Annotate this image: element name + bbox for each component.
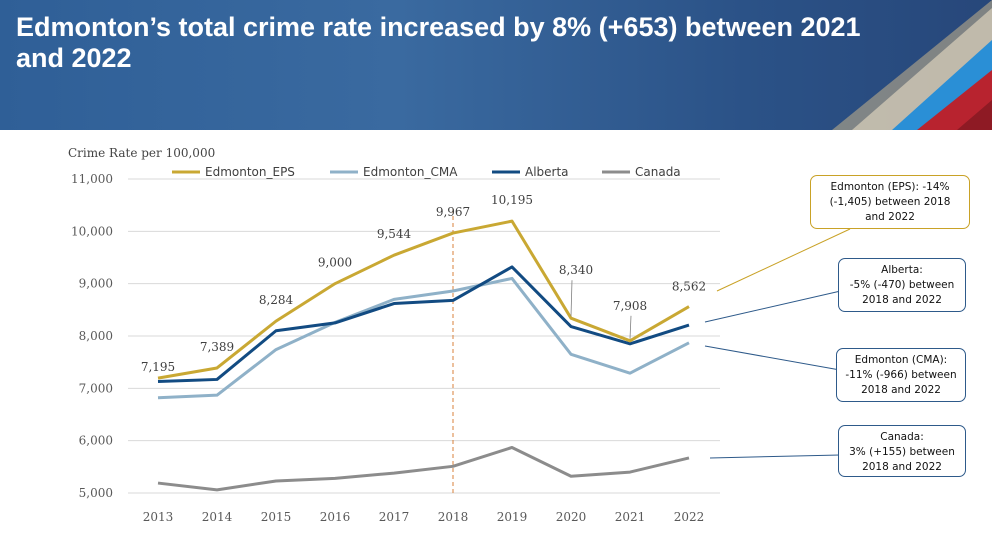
callout-eps-line-1: Edmonton (EPS): -14% (830, 181, 950, 193)
callout-alberta-line-2: -5% (-470) between (849, 279, 955, 291)
data-label: 7,908 (613, 299, 647, 313)
line-chart: 5,000 6,000 7,000 8,000 9,000 10,000 11,000 20… (68, 146, 851, 524)
x-tick-label: 2020 (556, 510, 587, 524)
data-label: 8,284 (259, 293, 294, 307)
y-tick-label: 7,000 (79, 381, 113, 395)
legend-label: Canada (635, 165, 681, 179)
data-label: 7,389 (200, 340, 234, 354)
callout-alberta-line-3: 2018 and 2022 (862, 294, 942, 306)
data-label: 8,340 (559, 263, 593, 277)
callout-cma-line-1: Edmonton (CMA): (854, 354, 948, 366)
callout-cma-line-2: -11% (-966) between (845, 369, 957, 381)
callout-canada: Canada: 3% (+155) between 2018 and 2022 (838, 425, 966, 477)
callout-connector-eps (716, 228, 851, 292)
x-tick-label: 2013 (143, 510, 174, 524)
callout-cma: Edmonton (CMA): -11% (-966) between 2018… (836, 348, 966, 402)
series-line-alberta (157, 265, 690, 384)
data-label-leader (570, 280, 573, 317)
x-tick-label: 2016 (320, 510, 351, 524)
x-tick-label: 2021 (615, 510, 646, 524)
data-label: 9,967 (436, 205, 470, 219)
series-line-canada (157, 445, 690, 492)
legend-label: Edmonton_CMA (363, 165, 458, 179)
series-line-edmonton-cma (157, 276, 690, 400)
x-tick-label: 2014 (202, 510, 233, 524)
data-label: 9,544 (377, 227, 412, 241)
callout-alberta: Alberta: -5% (-470) between 2018 and 202… (838, 258, 966, 312)
callout-eps-line-2: (-1,405) between 2018 (829, 196, 951, 208)
data-label-leader (629, 315, 632, 339)
callout-connector-canada (709, 454, 841, 459)
legend-label: Edmonton_EPS (205, 165, 295, 179)
y-tick-label: 5,000 (79, 486, 113, 500)
x-tick-label: 2018 (438, 510, 469, 524)
y-tick-label: 8,000 (79, 329, 113, 343)
y-tick-label: 6,000 (79, 434, 113, 448)
callout-cma-line-3: 2018 and 2022 (861, 384, 941, 396)
y-axis-title: Crime Rate per 100,000 (68, 146, 215, 160)
callout-connector-alberta (704, 289, 846, 323)
callout-eps: Edmonton (EPS): -14% (-1,405) between 20… (810, 175, 970, 229)
x-tick-label: 2015 (261, 510, 292, 524)
data-label: 10,195 (491, 193, 533, 207)
y-tick-label: 9,000 (79, 277, 113, 291)
callout-alberta-line-1: Alberta: (881, 264, 923, 276)
series-line-edmonton-eps (157, 219, 690, 380)
banner-decoration (832, 0, 992, 130)
y-tick-label: 11,000 (71, 172, 113, 186)
data-label: 9,000 (318, 256, 352, 270)
x-tick-label: 2017 (379, 510, 410, 524)
callout-canada-line-3: 2018 and 2022 (862, 461, 942, 473)
x-tick-label: 2022 (674, 510, 705, 524)
legend-label: Alberta (525, 165, 569, 179)
data-label: 8,562 (672, 280, 706, 294)
page-title: Edmonton’s total crime rate increased by… (16, 12, 861, 73)
callout-canada-line-1: Canada: (880, 431, 924, 443)
x-tick-label: 2019 (497, 510, 528, 524)
y-tick-label: 10,000 (71, 224, 113, 238)
callout-eps-line-3: and 2022 (865, 211, 915, 223)
callout-connector-cma (704, 345, 841, 371)
callout-canada-line-2: 3% (+155) between (849, 446, 955, 458)
title-banner: Edmonton’s total crime rate increased by… (0, 0, 992, 130)
data-label: 7,195 (141, 360, 175, 374)
